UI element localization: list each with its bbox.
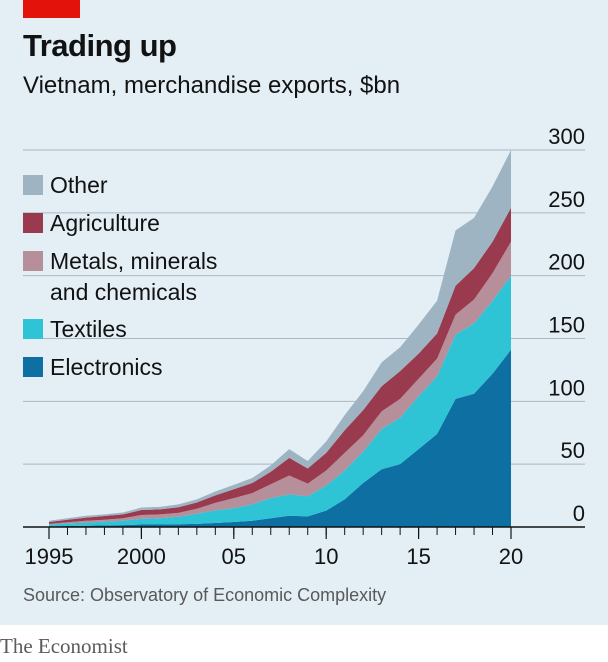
legend: Other Agriculture Metals, minerals and chem… (23, 172, 217, 380)
x-tick-label-2005: 05 (222, 544, 246, 569)
publisher-logo: The Economist (0, 634, 128, 658)
chart-subtitle: Vietnam, merchandise exports, $bn (23, 72, 401, 99)
area-series-other (49, 150, 511, 522)
area-series-agriculture (49, 207, 511, 524)
x-tick-label-2000: 2000 (117, 544, 166, 569)
area-series-electronics (49, 349, 511, 527)
x-tick-label-1995: 1995 (25, 544, 74, 569)
chart-title: Trading up (23, 28, 177, 63)
brand-tag (23, 0, 80, 18)
x-tick-label-2020: 20 (499, 544, 523, 569)
axes: 0 50 100 150 200 250 300 1995 2000 05 10 15 20 (23, 124, 585, 569)
y-tick-label-250: 250 (548, 187, 585, 212)
x-tick-label-2010: 10 (314, 544, 338, 569)
legend-swatch-agriculture (23, 213, 43, 233)
y-tick-label-300: 300 (548, 124, 585, 149)
source-note: Source: Observatory of Economic Complexi… (23, 585, 387, 605)
y-tick-label-100: 100 (548, 375, 585, 400)
legend-swatch-metals (23, 251, 43, 271)
legend-label-textiles: Textiles (50, 316, 127, 342)
area-series-textiles (49, 275, 511, 527)
legend-label-electronics: Electronics (50, 354, 162, 380)
area-series-metals (49, 241, 511, 525)
y-tick-label-50: 50 (561, 438, 585, 463)
chart: 0 50 100 150 200 250 300 1995 2000 05 10 15 20 Other… (23, 124, 585, 569)
legend-label-other: Other (50, 172, 108, 198)
x-tick-label-2015: 15 (406, 544, 430, 569)
legend-label-metals: Metals, minerals (50, 248, 217, 274)
legend-label-metals-line2: and chemicals (50, 279, 197, 305)
y-tick-label-200: 200 (548, 250, 585, 275)
legend-swatch-electronics (23, 357, 43, 377)
legend-swatch-textiles (23, 319, 43, 339)
y-tick-label-0: 0 (573, 501, 585, 526)
legend-swatch-other (23, 175, 43, 195)
y-tick-label-150: 150 (548, 313, 585, 338)
stacked-areas (49, 150, 511, 527)
legend-label-agriculture: Agriculture (50, 210, 160, 236)
